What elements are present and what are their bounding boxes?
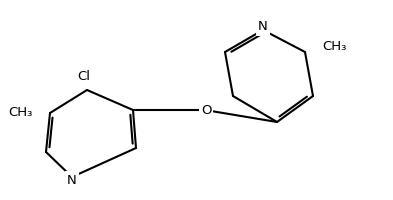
Text: CH₃: CH₃ [322, 40, 346, 52]
Text: O: O [201, 104, 211, 117]
Text: N: N [258, 21, 268, 33]
Text: N: N [67, 173, 77, 186]
Text: Cl: Cl [77, 71, 90, 84]
Text: CH₃: CH₃ [9, 106, 33, 119]
